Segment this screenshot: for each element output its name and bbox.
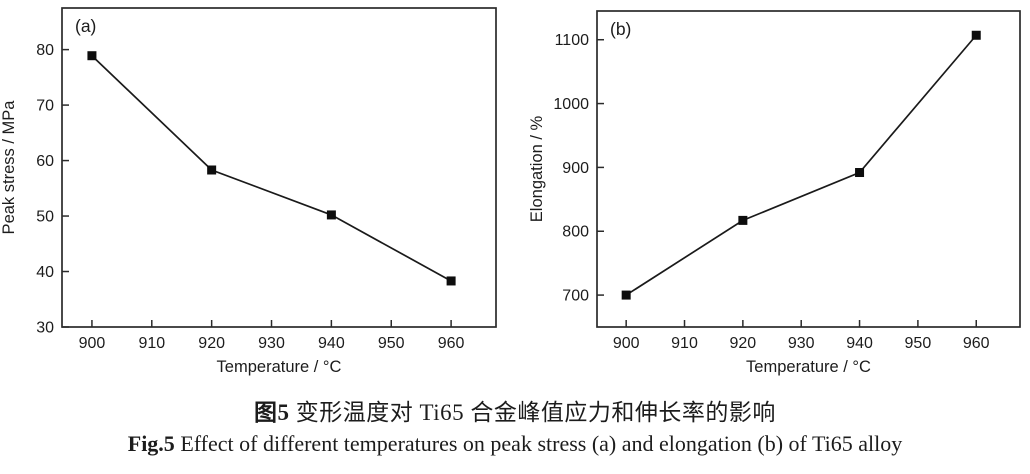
x-axis-label: Temperature / °C: [746, 358, 871, 376]
data-point-marker: [87, 51, 97, 61]
data-point-marker: [446, 276, 456, 286]
y-axis-label: Peak stress / MPa: [0, 100, 18, 235]
y-tick-label: 70: [36, 98, 54, 115]
y-tick-label: 900: [562, 160, 589, 177]
x-tick-label: 910: [138, 335, 165, 352]
y-axis-label: Elongation / %: [528, 115, 546, 222]
y-tick-label: 800: [562, 224, 589, 241]
y-tick-label: 1000: [553, 96, 589, 113]
caption-english: Fig.5 Effect of different temperatures o…: [0, 429, 1030, 459]
figure-caption: 图5 变形温度对 Ti65 合金峰值应力和伸长率的影响 Fig.5 Effect…: [0, 397, 1030, 459]
x-axis-label: Temperature / °C: [217, 358, 342, 376]
caption-chinese: 图5 变形温度对 Ti65 合金峰值应力和伸长率的影响: [0, 397, 1030, 429]
x-tick-label: 950: [905, 335, 932, 352]
data-point-marker: [855, 168, 865, 178]
x-tick-label: 910: [671, 335, 698, 352]
chart-panel-elongation: 900 910 920 930 940 950 960 700 800 900 1000 1100 Te…: [515, 0, 1030, 395]
data-point-marker: [738, 215, 748, 225]
y-tick-label: 60: [36, 153, 54, 170]
x-tick-label: 940: [318, 335, 345, 352]
x-tick-label: 900: [79, 335, 106, 352]
panel-label: (b): [610, 19, 631, 39]
y-tick-label: 80: [36, 42, 54, 59]
x-tick-label: 950: [378, 335, 405, 352]
y-tick-label: 1100: [555, 32, 590, 49]
y-tick-label: 700: [562, 288, 589, 305]
x-tick-label: 960: [963, 335, 990, 352]
panel-label: (a): [75, 16, 96, 36]
series-line: [625, 34, 977, 296]
data-point-marker: [326, 210, 336, 220]
y-tick-label: 50: [36, 209, 54, 226]
data-point-marker: [971, 30, 981, 40]
chart-panel-peak-stress: 900 910 920 930 940 950 960 30 40 50 60 70 80 Tempera…: [0, 0, 515, 395]
x-tick-label: 900: [613, 335, 640, 352]
x-tick-label: 960: [438, 335, 465, 352]
caption-zh-text: 变形温度对 Ti65 合金峰值应力和伸长率的影响: [295, 400, 776, 425]
line-chart-peak-stress: 900 910 920 930 940 950 960 30 40 50 60 70 80 Tempera…: [0, 7, 497, 376]
x-tick-label: 920: [730, 335, 757, 352]
caption-en-text: Effect of different temperatures on peak…: [180, 431, 903, 456]
line-chart-elongation: 900 910 920 930 940 950 960 700 800 900 1000 1100 Te…: [528, 10, 1021, 376]
data-point-marker: [621, 290, 631, 300]
plot-frame: [61, 7, 497, 328]
x-tick-label: 930: [788, 335, 815, 352]
series-line: [91, 55, 452, 282]
y-tick-label: 40: [36, 264, 54, 281]
plot-frame: [596, 10, 1021, 328]
caption-zh-figure-number: 图5: [254, 400, 290, 425]
y-tick-label: 30: [36, 320, 54, 337]
data-point-marker: [207, 165, 217, 175]
x-tick-label: 920: [198, 335, 225, 352]
chart-row: 900 910 920 930 940 950 960 30 40 50 60 70 80 Tempera…: [0, 0, 1030, 395]
caption-en-figure-number: Fig.5: [127, 431, 175, 456]
x-tick-label: 940: [846, 335, 873, 352]
x-tick-label: 930: [258, 335, 285, 352]
